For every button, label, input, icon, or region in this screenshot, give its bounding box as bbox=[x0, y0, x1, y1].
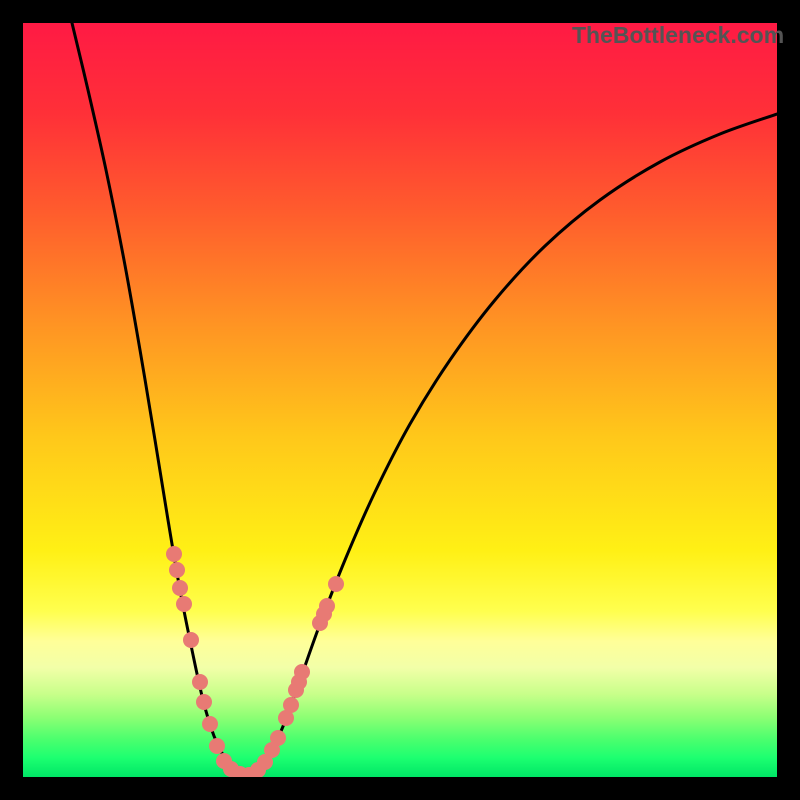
data-marker bbox=[172, 580, 188, 596]
data-marker bbox=[176, 596, 192, 612]
bottleneck-curve-chart bbox=[23, 23, 777, 777]
data-marker bbox=[294, 664, 310, 680]
data-marker bbox=[209, 738, 225, 754]
watermark-text: TheBottleneck.com bbox=[572, 22, 784, 49]
data-marker bbox=[169, 562, 185, 578]
data-marker bbox=[166, 546, 182, 562]
data-marker bbox=[270, 730, 286, 746]
data-marker bbox=[196, 694, 212, 710]
data-marker bbox=[192, 674, 208, 690]
curve-right-branch bbox=[248, 114, 777, 775]
data-markers bbox=[166, 546, 344, 777]
data-marker bbox=[183, 632, 199, 648]
curve-left-branch bbox=[72, 23, 248, 775]
data-marker bbox=[319, 598, 335, 614]
data-marker bbox=[202, 716, 218, 732]
plot-area bbox=[23, 23, 777, 777]
data-marker bbox=[328, 576, 344, 592]
data-marker bbox=[283, 697, 299, 713]
